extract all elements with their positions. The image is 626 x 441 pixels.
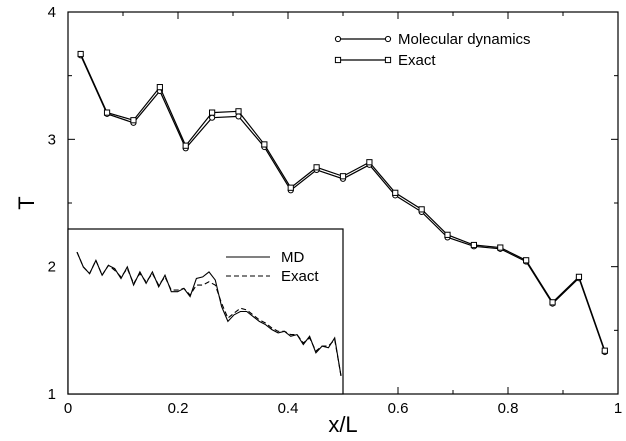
legend-exact-label: Exact [398,52,436,69]
series-exact-point [156,84,163,91]
series-exact-point [523,257,530,264]
legend-exact-marker [334,56,342,64]
inset-legend-md-label: MD [281,249,304,266]
x-tick-label: 0.8 [498,400,519,417]
y-tick-label: 3 [48,131,56,148]
inset-plot: MD Exact [67,228,344,395]
x-tick-label: 1 [614,400,622,417]
series-exact-point [103,109,111,116]
inset-series-md-line [76,251,342,376]
series-exact-point [497,244,504,251]
y-axis-title: T [14,196,39,209]
series-exact-point [470,241,477,249]
legend-molecular-dynamics-marker [334,35,342,43]
y-tick-label: 1 [48,386,56,403]
series-exact-point [549,299,556,306]
series-exact-point [287,184,294,191]
series-molecular-dynamics-point [209,114,216,121]
legend-molecular-dynamics-marker [384,35,392,43]
series-exact-point [77,50,84,58]
series-exact-point [261,141,268,148]
series-exact-point [313,164,320,171]
series-exact-point [601,347,608,354]
series-exact-point [366,159,373,166]
inset-series-exact-line [76,251,342,376]
series-exact-point [182,142,189,149]
series-exact-point [392,189,399,196]
series-exact-point [209,109,216,116]
x-tick-label: 0.6 [388,400,409,417]
series-exact-point [235,108,242,115]
series-exact-point [418,206,425,213]
x-axis-title: x/L [328,412,357,437]
y-tick-label: 4 [48,4,56,21]
x-tick-label: 0.2 [168,400,189,417]
inset-frame [67,228,344,395]
series-exact-point [444,231,451,238]
series-exact-point [575,273,583,280]
series-exact-point [130,117,137,124]
inset-legend-exact-label: Exact [281,268,319,285]
x-tick-label: 0 [64,400,72,417]
legend-molecular-dynamics-label: Molecular dynamics [398,31,531,48]
legend-exact-marker [384,56,392,64]
x-tick-label: 0.4 [278,400,299,417]
main-plot: 0 0.2 0.4 0.6 0.8 1 1 2 3 4 x/L T Molecular dynamics… [14,4,622,437]
y-tick-label: 2 [48,259,56,276]
series-exact-point [339,173,347,180]
